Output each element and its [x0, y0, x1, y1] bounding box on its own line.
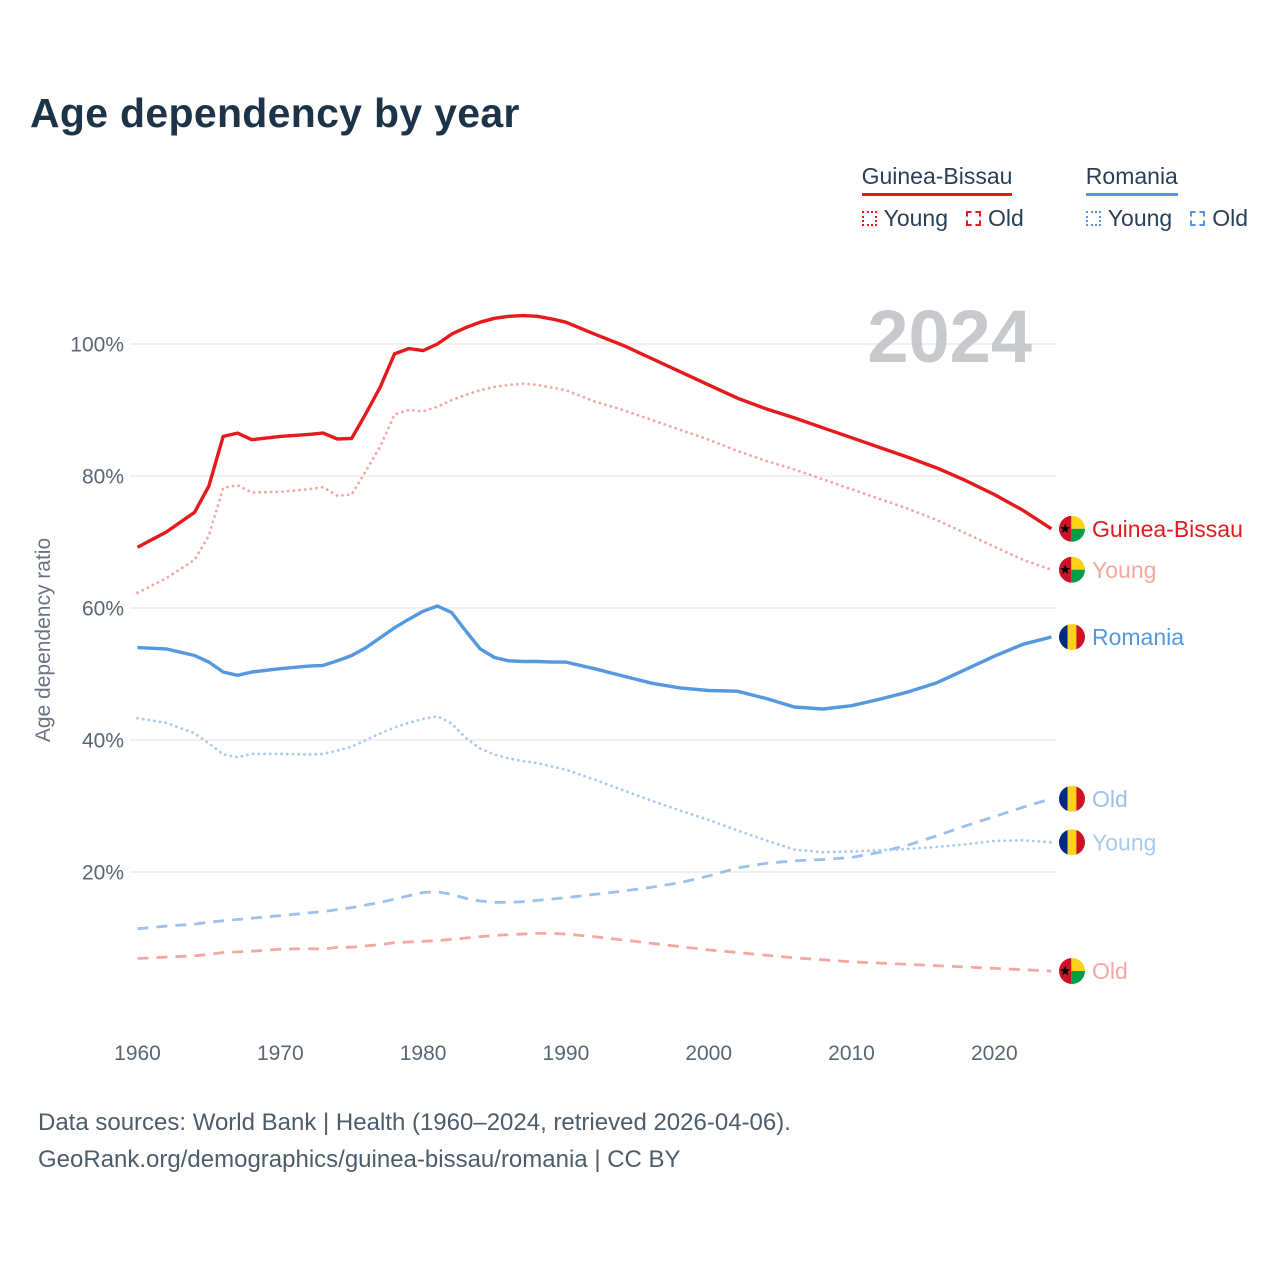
svg-text:Young: Young — [1092, 557, 1156, 583]
svg-text:Romania: Romania — [1092, 624, 1184, 650]
dotted-line-swatch-icon — [1085, 211, 1101, 226]
legend-item-ro-young: Young — [1085, 205, 1173, 232]
series-line-ro-total — [137, 604, 1052, 711]
legend: Guinea-Bissau Young Old Romania Young — [861, 163, 1248, 232]
series-end-labels: Guinea-Bissau Young Old Romania Old Young — [1059, 515, 1243, 984]
svg-text:Guinea-Bissau: Guinea-Bissau — [1092, 516, 1243, 542]
flag-romania-icon — [1059, 829, 1085, 856]
svg-text:80%: 80% — [82, 465, 124, 488]
legend-item-gb-old: Old — [966, 205, 1024, 232]
end-label-gw-young: Young — [1059, 556, 1156, 583]
legend-items-guinea-bissau: Young Old — [861, 205, 1024, 232]
legend-group-guinea-bissau: Guinea-Bissau Young Old — [861, 163, 1024, 232]
svg-text:1960: 1960 — [114, 1042, 161, 1065]
svg-text:20%: 20% — [82, 861, 124, 884]
svg-text:100%: 100% — [70, 333, 124, 356]
end-label-ro-young: Young — [1059, 829, 1156, 855]
footer: Data sources: World Bank | Health (1960–… — [38, 1104, 791, 1178]
svg-text:2010: 2010 — [828, 1042, 875, 1065]
svg-text:1980: 1980 — [400, 1042, 447, 1065]
legend-item-ro-old: Old — [1190, 205, 1248, 232]
watermark-year: 2024 — [867, 295, 1032, 378]
series-line-ro-young — [136, 714, 1053, 854]
legend-item-label: Old — [1212, 205, 1248, 231]
legend-heading-romania: Romania — [1085, 163, 1178, 196]
footer-data-sources: Data sources: World Bank | Health (1960–… — [38, 1109, 791, 1136]
end-label-gw-total: Guinea-Bissau — [1059, 515, 1243, 542]
legend-items-romania: Young Old — [1085, 205, 1248, 232]
footer-attribution: GeoRank.org/demographics/guinea-bissau/r… — [38, 1146, 681, 1174]
gridlines — [130, 343, 1056, 873]
svg-text:60%: 60% — [82, 597, 124, 620]
svg-text:1970: 1970 — [257, 1042, 304, 1065]
flag-romania-icon — [1059, 785, 1085, 812]
end-label-ro-total: Romania — [1059, 624, 1184, 650]
legend-item-label: Old — [988, 205, 1024, 231]
dashed-line-swatch-icon — [1190, 211, 1206, 226]
page-title: Age dependency by year — [30, 90, 520, 136]
legend-item-label: Young — [883, 205, 948, 231]
series-line-gw-total — [136, 313, 1053, 549]
legend-item-gb-young: Young — [861, 205, 948, 232]
dotted-line-swatch-icon — [861, 211, 877, 226]
svg-text:2020: 2020 — [971, 1042, 1018, 1065]
end-label-gw-old: Old — [1059, 958, 1128, 984]
svg-text:40%: 40% — [82, 729, 124, 752]
series-line-gw-old — [137, 932, 1052, 973]
svg-text:2000: 2000 — [685, 1042, 732, 1065]
legend-heading-guinea-bissau: Guinea-Bissau — [861, 163, 1013, 196]
end-label-ro-old: Old — [1059, 785, 1128, 812]
series-line-ro-old — [137, 797, 1052, 931]
flag-guinea-bissau-icon — [1059, 515, 1085, 542]
flag-guinea-bissau-icon — [1059, 958, 1085, 984]
legend-group-romania: Romania Young Old — [1085, 163, 1248, 232]
y-axis-tick-labels: 20% 40% 60% 80% 100% — [70, 333, 124, 884]
svg-text:Old: Old — [1092, 958, 1128, 984]
flag-guinea-bissau-icon — [1059, 556, 1085, 583]
svg-text:Young: Young — [1092, 829, 1156, 855]
dashed-line-swatch-icon — [966, 211, 981, 226]
x-axis-tick-labels: 1960 1970 1980 1990 2000 2010 2020 — [114, 1042, 1018, 1065]
flag-romania-icon — [1059, 624, 1085, 651]
legend-item-label: Young — [1107, 205, 1173, 231]
svg-text:Old: Old — [1092, 786, 1128, 812]
series-line-gw-young — [136, 382, 1053, 595]
svg-text:1990: 1990 — [543, 1042, 590, 1065]
